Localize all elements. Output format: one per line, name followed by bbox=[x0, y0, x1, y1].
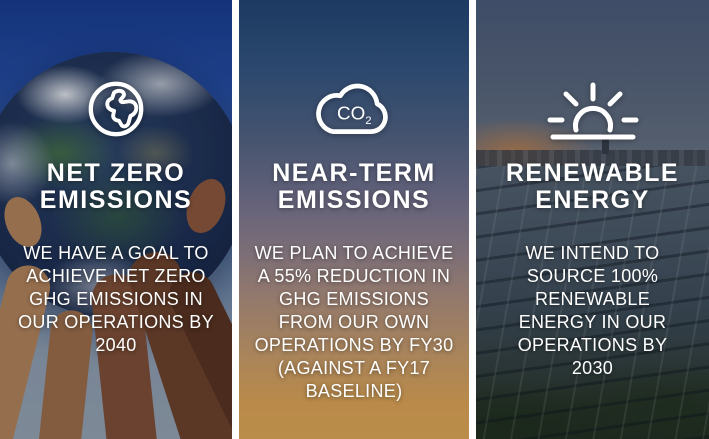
panel-content: NET ZERO EMISSIONS WE HAVE A GOAL TO ACH… bbox=[0, 0, 232, 439]
panel-net-zero-emissions: NET ZERO EMISSIONS WE HAVE A GOAL TO ACH… bbox=[0, 0, 232, 439]
panel-title: NET ZERO EMISSIONS bbox=[39, 159, 193, 214]
co2-subscript: 2 bbox=[365, 115, 371, 127]
panel-body-text: WE PLAN TO ACHIEVE A 55% REDUCTION IN GH… bbox=[254, 243, 454, 401]
skyscraper-silhouette bbox=[601, 134, 609, 154]
co2-cloud-icon: CO2 bbox=[307, 74, 401, 144]
globe-icon bbox=[85, 74, 147, 144]
panel-title: NEAR-TERM EMISSIONS bbox=[272, 159, 436, 214]
panel-content: CO2 NEAR-TERM EMISSIONS WE PLAN TO ACHIE… bbox=[239, 0, 469, 439]
panel-body-text: WE HAVE A GOAL TO ACHIEVE NET ZERO GHG E… bbox=[18, 243, 214, 355]
panel-body-text: WE INTEND TO SOURCE 100% RENEWABLE ENERG… bbox=[517, 243, 668, 378]
panel-renewable-energy: RENEWABLE ENERGY WE INTEND TO SOURCE 100… bbox=[476, 0, 709, 439]
panel-title: RENEWABLE ENERGY bbox=[505, 159, 680, 214]
blue-sky-photo bbox=[0, 0, 232, 439]
solar-panel-field bbox=[476, 166, 709, 439]
dusk-sky-photo bbox=[476, 0, 709, 439]
sunset-sky-photo bbox=[239, 0, 469, 439]
sunrise-icon bbox=[544, 74, 642, 144]
photo-dim-overlay bbox=[476, 0, 709, 439]
panel-near-term-emissions: CO2 NEAR-TERM EMISSIONS WE PLAN TO ACHIE… bbox=[239, 0, 469, 439]
photo-dim-overlay bbox=[0, 0, 232, 439]
svg-text:CO2: CO2 bbox=[337, 102, 372, 127]
city-skyline bbox=[476, 150, 709, 166]
panel-content: RENEWABLE ENERGY WE INTEND TO SOURCE 100… bbox=[476, 0, 709, 439]
co2-label: CO bbox=[337, 102, 365, 123]
